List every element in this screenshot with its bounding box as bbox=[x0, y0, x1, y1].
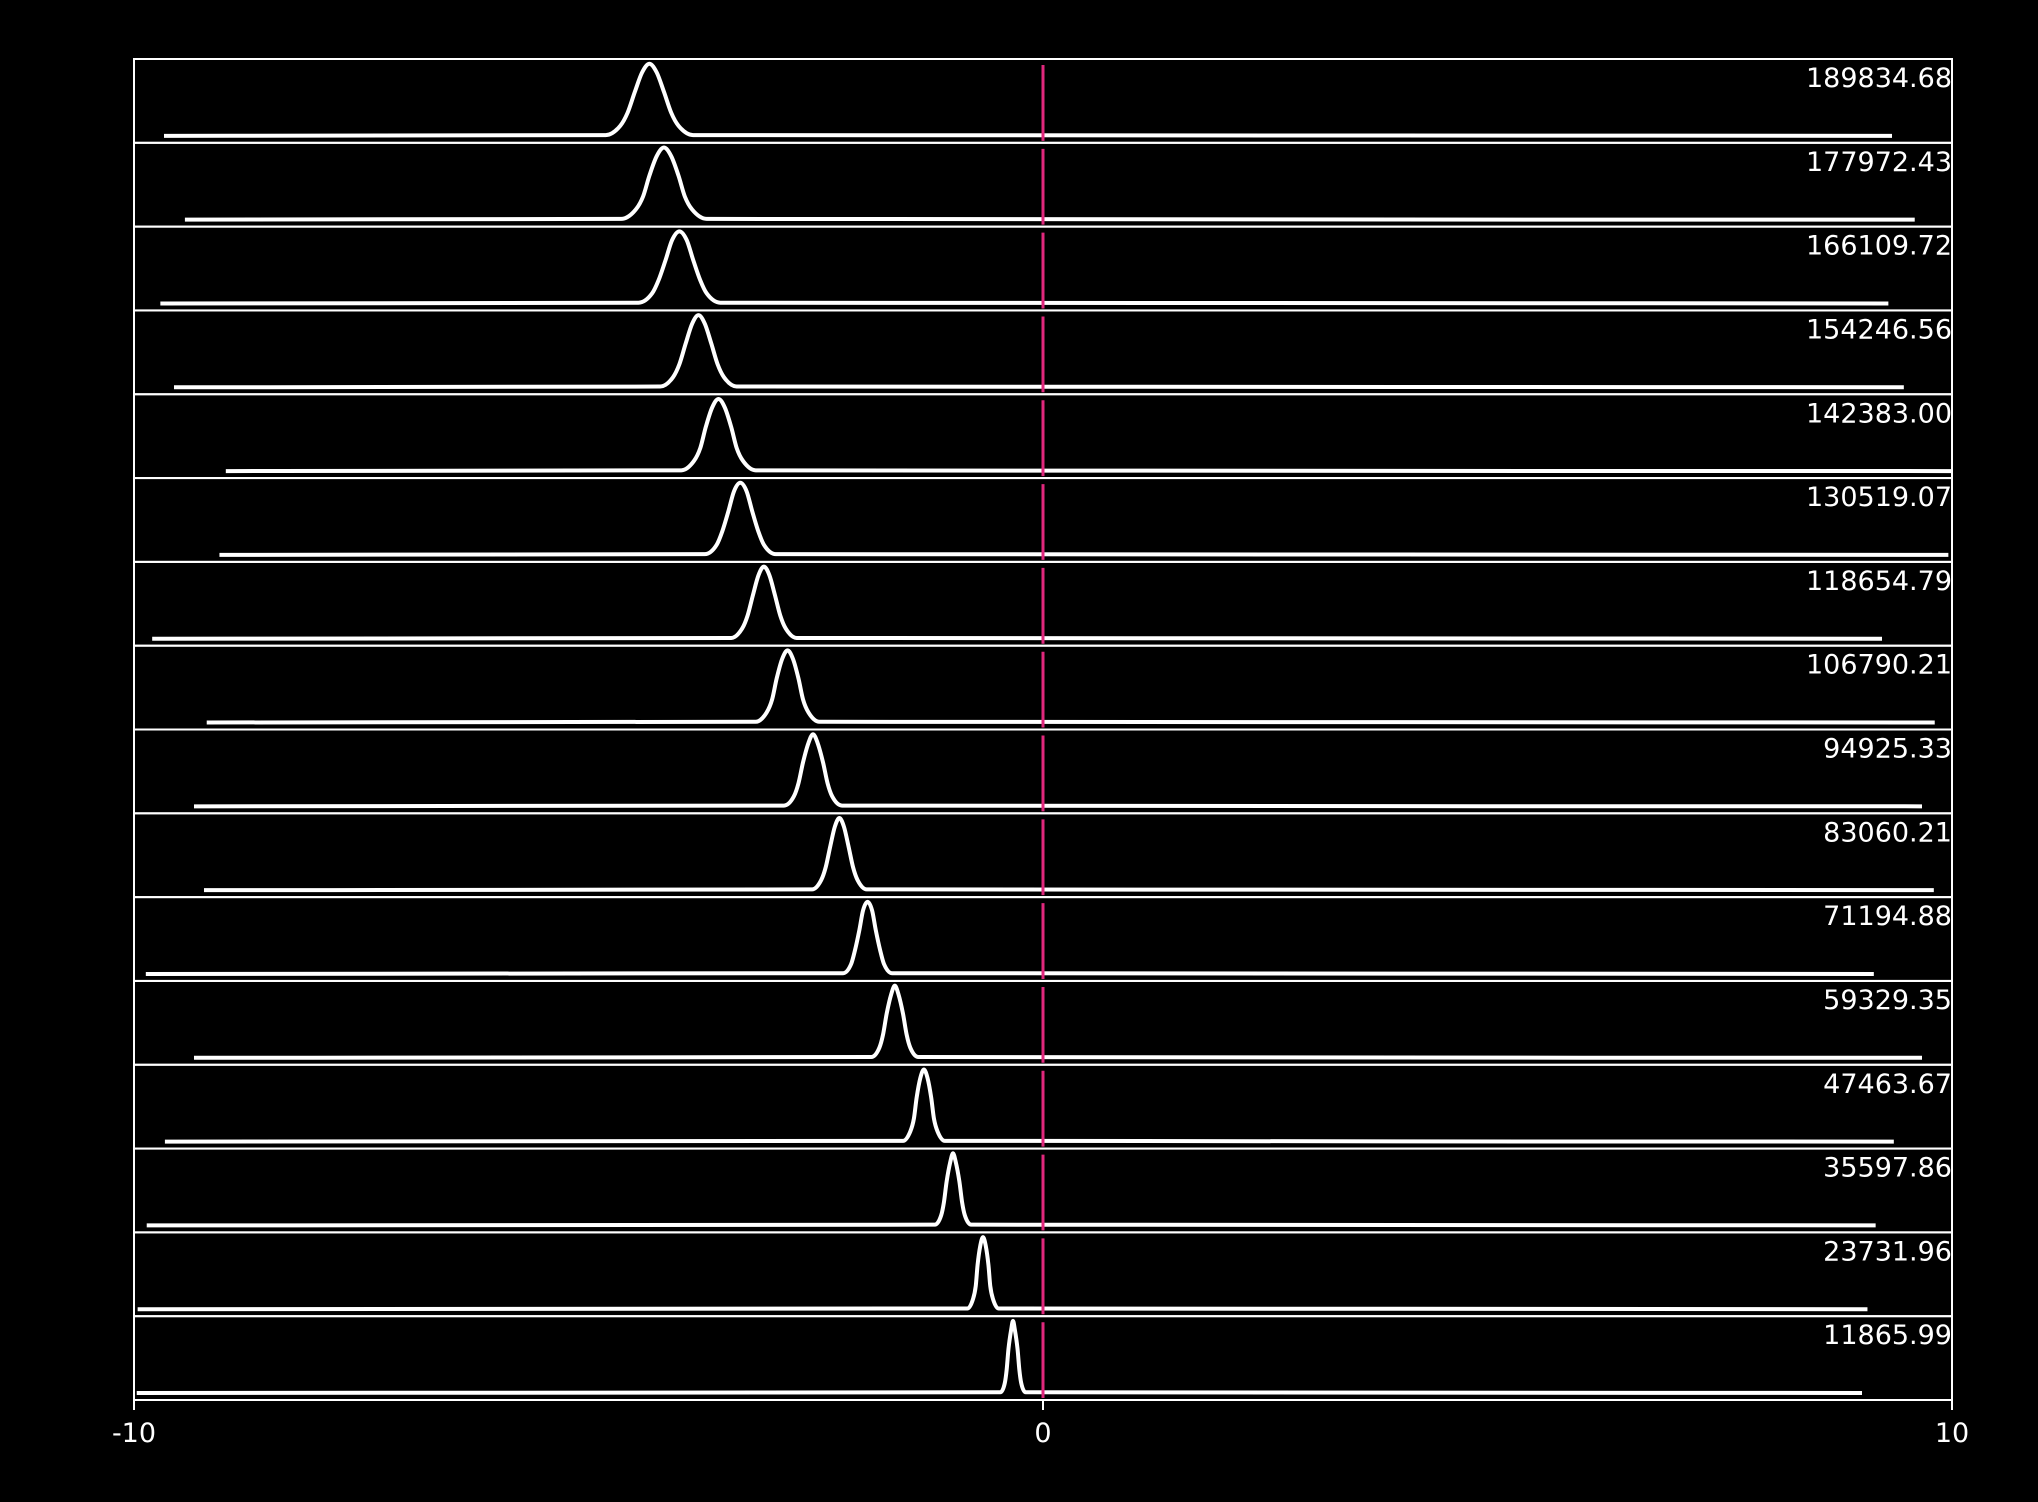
density-curve bbox=[164, 1067, 1894, 1144]
x-tick-label: 0 bbox=[1034, 1418, 1051, 1449]
row-label: 177972.43 bbox=[1806, 147, 1952, 178]
row-label: 35597.86 bbox=[1823, 1153, 1952, 1184]
density-curve bbox=[193, 983, 1923, 1060]
density-curve bbox=[152, 564, 1883, 641]
row-label: 118654.79 bbox=[1806, 566, 1952, 597]
density-curve bbox=[184, 145, 1915, 222]
x-tick-label: -10 bbox=[112, 1418, 156, 1449]
row-label: 166109.72 bbox=[1806, 231, 1952, 262]
density-curve bbox=[146, 1151, 1876, 1228]
density-curve bbox=[137, 1235, 1868, 1312]
density-curve bbox=[193, 732, 1923, 809]
row-label: 130519.07 bbox=[1806, 482, 1952, 513]
row-label: 71194.88 bbox=[1823, 901, 1952, 932]
row-label: 106790.21 bbox=[1806, 650, 1952, 681]
density-curve bbox=[160, 229, 1889, 306]
density-curve bbox=[219, 480, 1949, 557]
row-label: 83060.21 bbox=[1823, 817, 1952, 848]
density-curve bbox=[173, 313, 1904, 390]
row-label: 189834.68 bbox=[1806, 63, 1952, 94]
row-label: 154246.56 bbox=[1806, 314, 1952, 345]
density-curve bbox=[206, 648, 1935, 725]
row-label: 94925.33 bbox=[1823, 734, 1952, 765]
row-label: 47463.67 bbox=[1823, 1069, 1952, 1100]
density-curve bbox=[145, 899, 1874, 976]
row-label: 59329.35 bbox=[1823, 985, 1952, 1016]
row-label: 23731.96 bbox=[1823, 1236, 1952, 1267]
density-curve bbox=[225, 396, 1953, 474]
x-tick-label: 10 bbox=[1935, 1418, 1969, 1449]
density-curve bbox=[163, 61, 1893, 138]
density-curve bbox=[203, 816, 1934, 893]
density-curve bbox=[136, 1318, 1863, 1395]
row-label: 11865.99 bbox=[1823, 1320, 1952, 1351]
row-label: 142383.00 bbox=[1806, 398, 1952, 429]
